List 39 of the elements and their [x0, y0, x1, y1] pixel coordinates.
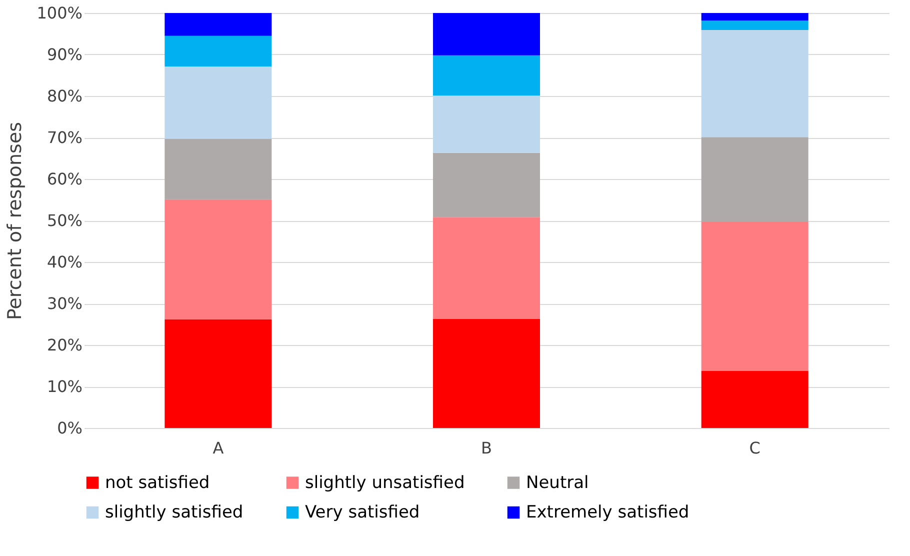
bar	[164, 66, 272, 139]
bar	[701, 137, 808, 222]
y-tick-label: 20%	[46, 336, 82, 354]
bar	[701, 30, 808, 138]
x-tick-label: B	[481, 438, 492, 458]
bar	[433, 55, 540, 96]
bar	[164, 138, 272, 200]
bar	[433, 152, 540, 218]
bar	[701, 13, 808, 20]
bar	[164, 319, 272, 428]
x-tick-label: A	[212, 438, 224, 458]
bar	[433, 318, 540, 428]
legend-label: Extremely satisfied	[526, 502, 690, 522]
bar	[433, 13, 540, 56]
bar	[433, 217, 540, 319]
legend-label: not satisfied	[105, 472, 210, 493]
y-tick-label: 50%	[46, 211, 82, 230]
y-tick-label: 30%	[46, 294, 82, 313]
bar	[701, 20, 808, 30]
x-tick-label: C	[749, 438, 760, 458]
bar	[164, 199, 272, 320]
bar	[701, 221, 808, 371]
bar	[164, 36, 272, 67]
y-tick-label: 100%	[36, 4, 82, 22]
bar	[164, 13, 272, 36]
y-tick-label: 0%	[57, 418, 82, 438]
bar	[701, 370, 808, 428]
y-tick-label: 60%	[46, 170, 82, 188]
legend-label: slightly unsatisfied	[305, 472, 465, 493]
y-axis-title: Percent of responses	[4, 122, 26, 320]
legend-label: Very satisfied	[305, 502, 420, 522]
y-tick-label: 10%	[46, 377, 82, 396]
bar	[433, 96, 540, 153]
legend-label: Neutral	[526, 472, 589, 493]
y-tick-label: 40%	[46, 252, 82, 272]
y-tick-label: 70%	[46, 128, 82, 147]
y-tick-label: 90%	[46, 45, 82, 64]
legend-label: slightly satisfied	[105, 502, 244, 522]
y-tick-label: 80%	[46, 86, 82, 106]
